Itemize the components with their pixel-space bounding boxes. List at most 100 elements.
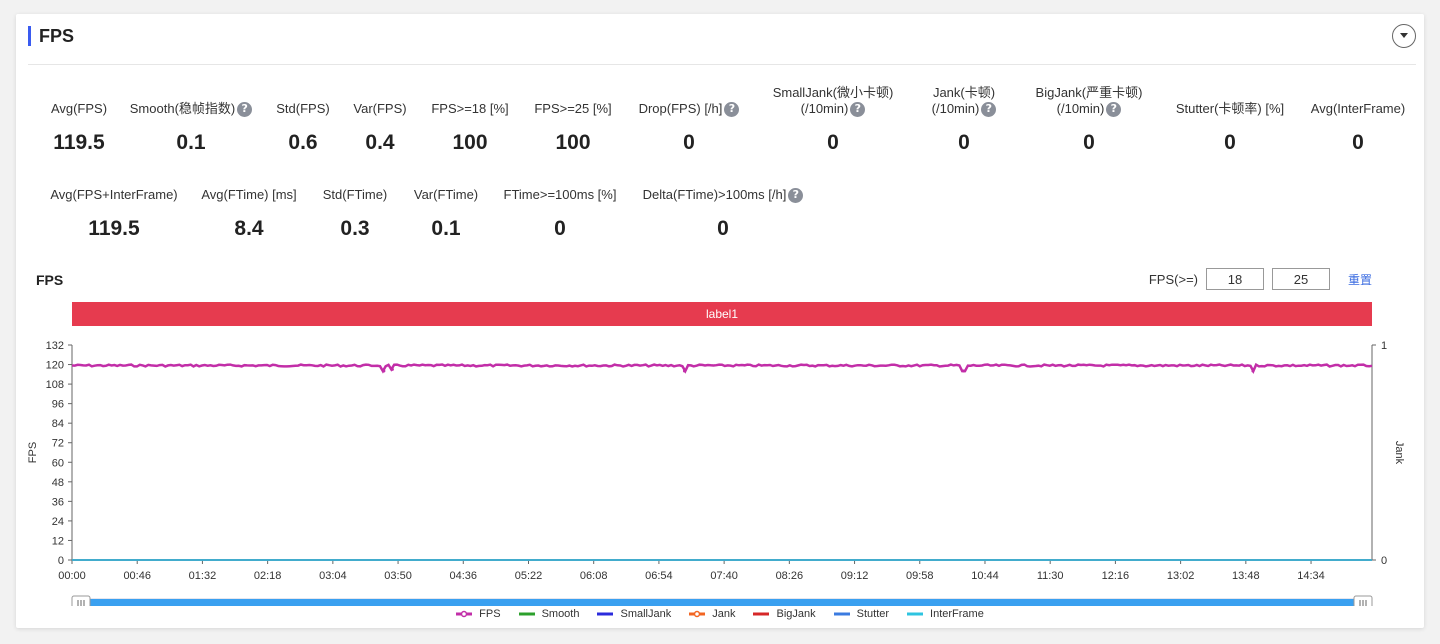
legend-label: FPS [479,608,501,620]
metric-label: SmallJank(微小卡顿) [743,85,923,101]
metric-label-text: Std(FTime) [322,187,388,202]
metric-value: 100 [452,131,488,154]
metric-label-line2: (/10min)? [999,101,1179,117]
metric-row2-1: Avg(FTime) [ms] 8.4 [159,187,339,241]
metric-row1-9: BigJank(严重卡顿) (/10min)? 0 [999,85,1179,155]
metric-value: 0.1 [176,131,206,154]
metric-row1-4: FPS>=18 [%] 100 [380,101,560,155]
x-tick-label: 09:12 [841,570,869,582]
metric-value: 100 [555,131,591,154]
metric-label: Avg(InterFrame) [1268,101,1440,117]
metric-row1-0: Avg(FPS) 119.5 [0,101,169,155]
fps-card: FPS Avg(FPS) 119.5 Smooth(稳帧指数)? 0.1 Std(FPS… [16,14,1424,628]
metric-value: 0 [717,217,729,240]
fps-threshold-input-2[interactable] [1271,268,1330,290]
metric-label: Avg(FTime) [ms] [159,187,339,203]
zoom-slider-range[interactable] [72,599,1372,606]
series-fps-line [71,362,1373,374]
y2-axis-title: Jank [1393,441,1405,465]
metric-label: Avg(FPS+InterFrame) [24,187,204,203]
x-tick-label: 05:22 [515,570,543,582]
legend-item-fps[interactable]: FPS [456,608,501,620]
help-icon[interactable]: ? [850,101,866,117]
y-tick-label: 72 [52,438,64,450]
metric-label: Std(FPS) [213,101,393,117]
x-tick-label: 13:02 [1167,570,1195,582]
metric-row2-5: Delta(FTime)>100ms [/h]? 0 [633,187,813,241]
legend-item-jank[interactable]: Jank [689,608,735,620]
y-tick-label: 12 [52,535,64,547]
x-tick-label: 06:08 [580,570,608,582]
x-tick-label: 13:48 [1232,570,1260,582]
metric-row2-4: FTime>=100ms [%] 0 [470,187,650,241]
metric-label-text: Avg(InterFrame) [1310,101,1406,116]
metric-value: 0 [554,217,566,240]
chevron-down-icon [1400,33,1408,38]
fps-threshold-filter: FPS(>=) 重置 [1149,268,1372,290]
legend-item-bigjank[interactable]: BigJank [753,608,816,620]
x-tick-label: 00:00 [58,570,86,582]
collapse-button[interactable] [1392,24,1416,48]
metric-label: FPS>=18 [%] [380,101,560,117]
help-icon[interactable]: ? [237,101,253,117]
legend-item-stutter[interactable]: Stutter [833,608,889,620]
legend-label: Jank [712,608,736,620]
x-tick-label: 10:44 [971,570,999,582]
metric-label-text: Std(FPS) [276,101,330,116]
metric-label: Delta(FTime)>100ms [/h]? [633,187,813,203]
legend-item-smalljank[interactable]: SmallJank [597,608,671,620]
y-tick-label: 120 [46,360,64,372]
metric-value: 0 [958,131,970,154]
help-icon[interactable]: ? [981,101,997,117]
metric-label: Jank(卡顿) [874,85,1054,101]
reset-link[interactable]: 重置 [1347,272,1372,287]
metric-label: Stutter(卡顿率) [%] [1140,101,1320,117]
y-tick-label: 96 [52,399,64,411]
legend-label: Smooth [541,608,580,620]
series-fps-dip-point [682,369,686,373]
series-fps-dip-point [382,369,386,373]
label-band[interactable] [72,302,1372,326]
metric-label: Var(FTime) [356,187,536,203]
y-tick-label: 24 [52,516,64,528]
help-icon[interactable]: ? [788,187,804,203]
metric-row1-1: Smooth(稳帧指数)? 0.1 [101,101,281,155]
metric-label-text: Avg(FPS+InterFrame) [50,187,178,202]
metric-value: 0 [827,131,839,154]
x-tick-label: 02:18 [254,570,282,582]
y-tick-label: 0 [58,555,64,567]
metric-label-text: BigJank(严重卡顿) [1035,85,1143,100]
x-tick-label: 03:04 [319,570,347,582]
metric-label-text: FPS>=18 [%] [431,101,509,116]
legend-swatch [456,610,473,618]
x-tick-label: 11:30 [1037,570,1064,582]
metric-row2-0: Avg(FPS+InterFrame) 119.5 [24,187,204,241]
help-icon[interactable]: ? [1106,101,1122,117]
x-tick-label: 03:50 [384,570,412,582]
metric-label-text: FPS>=25 [%] [534,101,612,116]
metric-row2-2: Std(FTime) 0.3 [265,187,445,241]
metric-row1-5: FPS>=25 [%] 100 [483,101,663,155]
help-icon[interactable]: ? [724,101,740,117]
metric-label: Avg(FPS) [0,101,169,117]
x-tick-label: 14:34 [1297,570,1325,582]
metric-value: 0.3 [340,217,370,240]
legend-item-smooth[interactable]: Smooth [518,608,580,620]
y-tick-label: 36 [52,496,64,508]
metric-label-line2: (/10min)? [874,101,1054,117]
series-fps-dip-point [962,369,966,373]
y-tick-label: 108 [46,379,64,391]
metric-label: FPS>=25 [%] [483,101,663,117]
metric-label-text: Avg(FTime) [ms] [201,187,297,202]
metric-value: 119.5 [53,131,105,154]
header-divider [28,64,1416,65]
metric-row1-11: Avg(InterFrame) 0 [1268,101,1440,155]
fps-threshold-input-1[interactable] [1205,268,1264,290]
legend-item-interframe[interactable]: InterFrame [907,608,984,620]
metric-value: 0 [683,131,695,154]
x-tick-label: 00:46 [123,570,151,582]
x-tick-label: 09:58 [906,570,934,582]
metric-label-text: Delta(FTime)>100ms [/h] [642,187,787,202]
fps-line-chart[interactable]: label1 0 12 24 36 48 60 72 84 96 108 120 132 FPS 0 1 Jan… [16,294,1424,606]
x-tick-label: 12:16 [1102,570,1130,582]
